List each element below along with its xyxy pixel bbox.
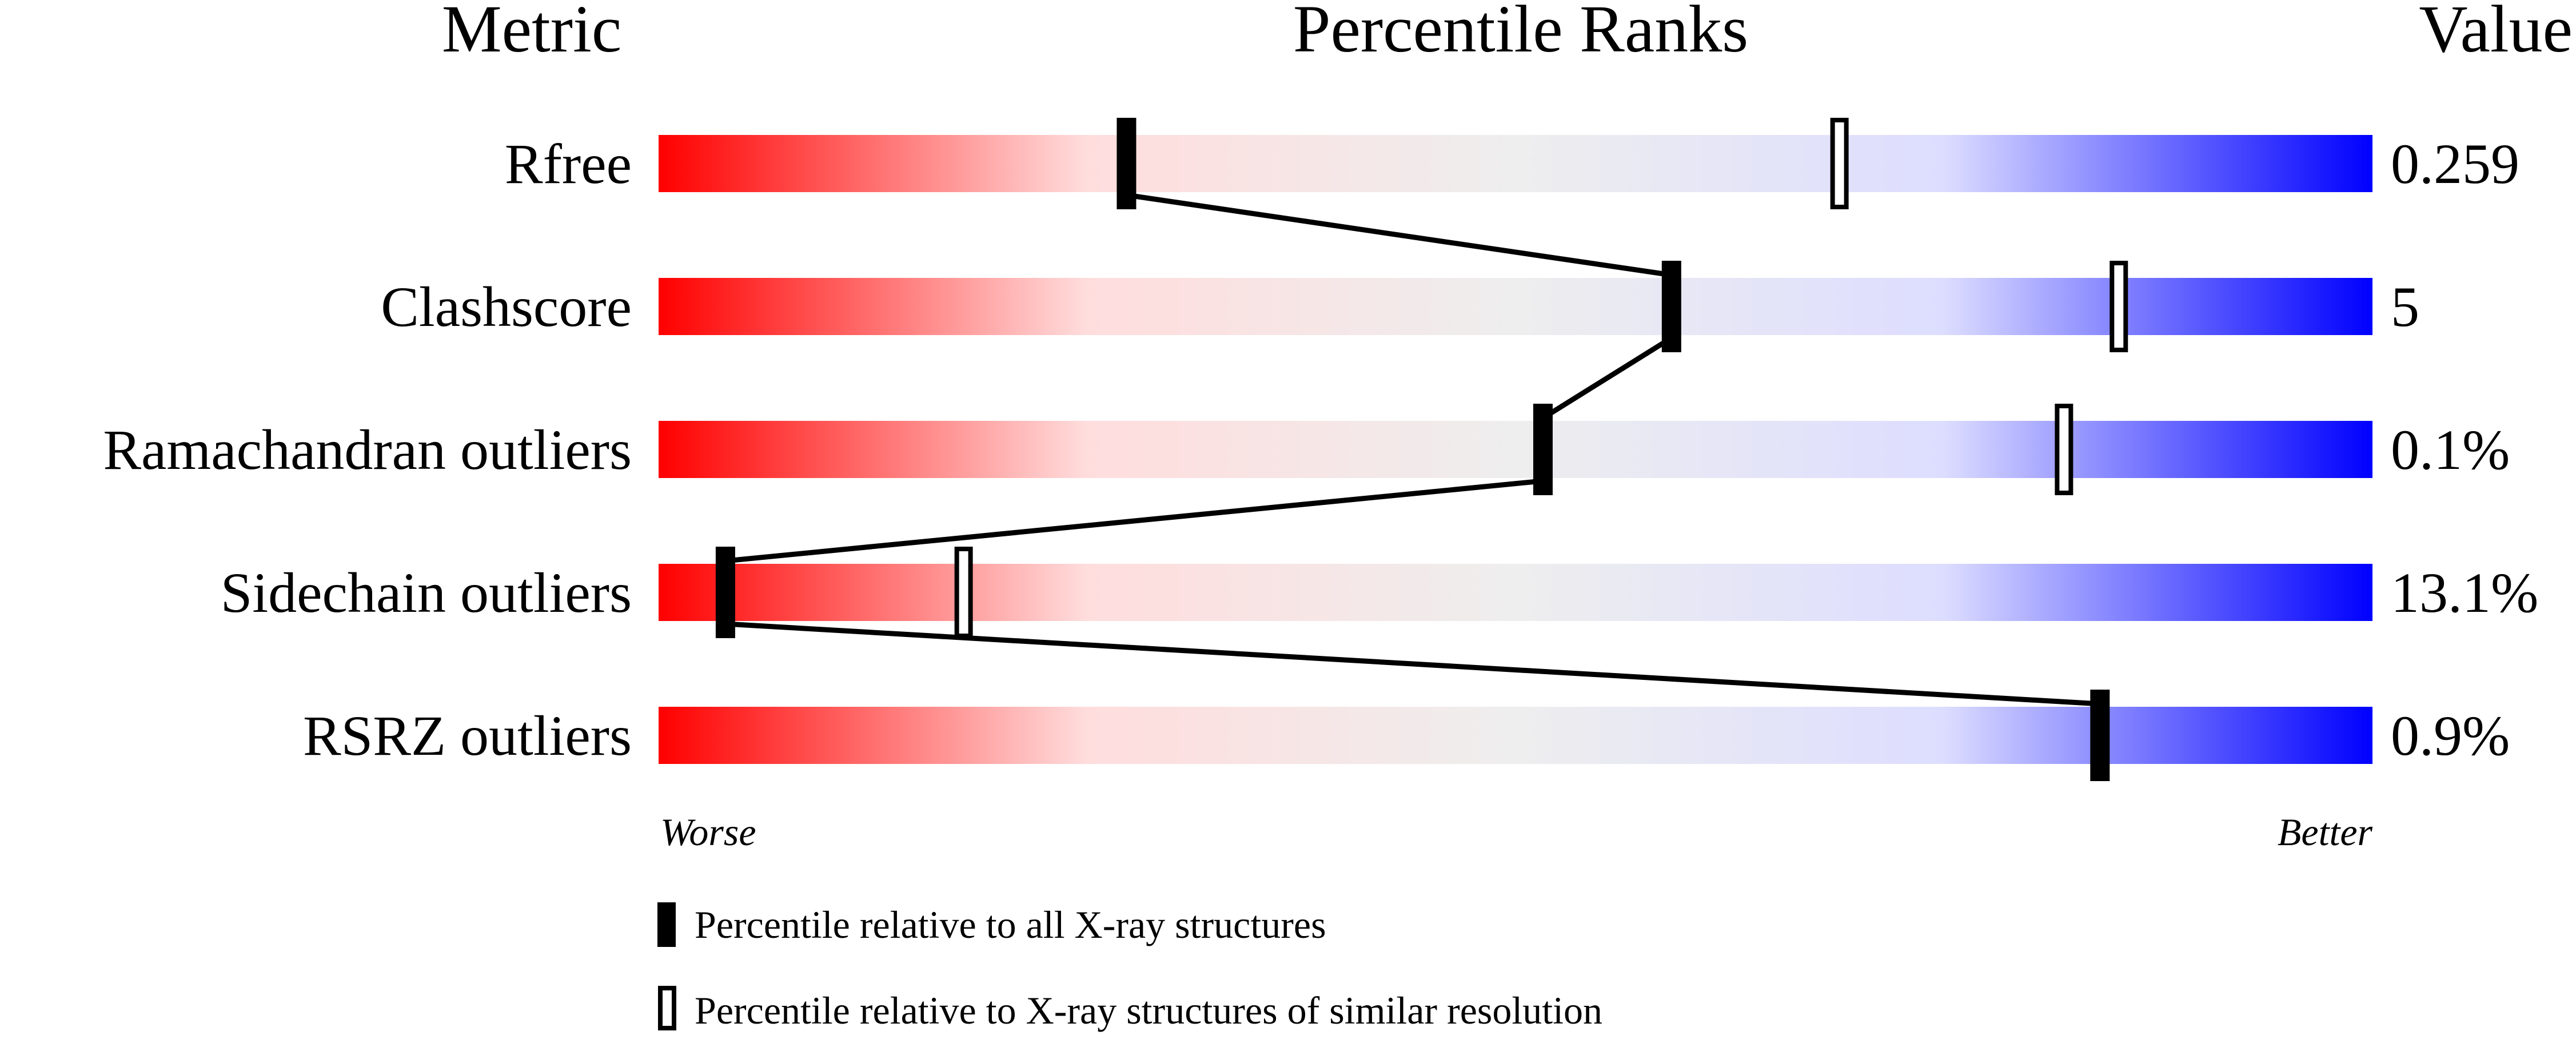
metric-value: 0.259 xyxy=(2391,132,2519,196)
marker-all-structures xyxy=(1533,404,1553,495)
legend-filled-marker-icon xyxy=(657,902,676,947)
percentile-bar xyxy=(659,564,2372,621)
metric-label: Sidechain outliers xyxy=(221,561,632,624)
marker-similar-resolution xyxy=(2110,261,2128,352)
percentile-bar xyxy=(659,421,2372,478)
header-percentile-ranks: Percentile Ranks xyxy=(1293,0,1748,66)
header-value: Value xyxy=(2419,0,2573,66)
metric-row: Ramachandran outliers 0.1% xyxy=(103,418,2510,481)
metric-value: 0.1% xyxy=(2391,418,2510,481)
metric-value: 0.9% xyxy=(2391,704,2510,767)
marker-all-structures xyxy=(1116,118,1137,209)
legend-label-similar: Percentile relative to X-ray structures … xyxy=(695,989,1602,1032)
legend-open-marker-icon xyxy=(658,986,676,1030)
legend-label-all: Percentile relative to all X-ray structu… xyxy=(695,903,1326,946)
metric-row: Rfree 0.259 xyxy=(505,132,2519,196)
metric-value: 13.1% xyxy=(2391,561,2538,624)
marker-similar-resolution xyxy=(1830,118,1849,209)
marker-similar-resolution xyxy=(2055,404,2073,495)
metric-label: Clashscore xyxy=(381,275,632,339)
percentile-bar xyxy=(659,278,2372,335)
header-metric: Metric xyxy=(442,0,622,66)
metric-row: Clashscore 5 xyxy=(381,275,2419,339)
metric-label: Rfree xyxy=(505,132,632,196)
metric-value: 5 xyxy=(2391,275,2419,339)
percentile-bar xyxy=(659,135,2372,192)
metric-label: RSRZ outliers xyxy=(303,704,632,767)
scale-label-better: Better xyxy=(2278,810,2373,854)
percentile-bar xyxy=(659,707,2372,764)
metric-row: RSRZ outliers 0.9% xyxy=(303,704,2510,767)
marker-all-structures xyxy=(2090,690,2110,781)
metric-label: Ramachandran outliers xyxy=(103,418,632,481)
marker-similar-resolution xyxy=(954,547,973,638)
marker-all-structures xyxy=(715,547,735,638)
metric-row: Sidechain outliers 13.1% xyxy=(221,561,2539,624)
scale-label-worse: Worse xyxy=(660,810,756,854)
marker-all-structures xyxy=(1661,261,1681,352)
